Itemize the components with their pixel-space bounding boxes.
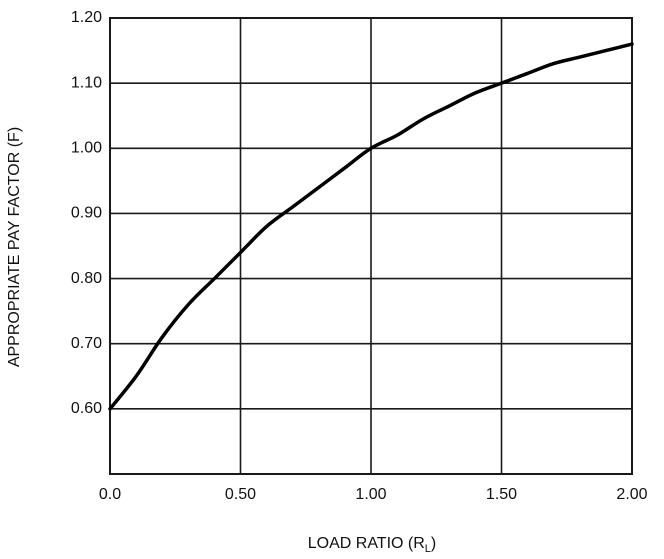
x-tick-label: 1.00 <box>355 486 386 503</box>
grid-lines <box>109 17 633 475</box>
x-axis-label-subscript: L <box>425 543 431 555</box>
y-tick-labels: 0.60 0.70 0.80 0.90 1.00 1.10 1.20 <box>71 9 102 417</box>
x-axis-label: LOAD RATIO (RL) <box>308 535 437 555</box>
x-tick-label: 0.0 <box>99 486 121 503</box>
series-line <box>108 42 634 411</box>
y-tick-label: 0.90 <box>71 205 102 222</box>
x-tick-labels: 0.0 0.50 1.00 1.50 2.00 <box>99 486 648 503</box>
x-tick-label: 0.50 <box>225 486 256 503</box>
y-tick-label: 1.10 <box>71 74 102 91</box>
y-tick-label: 0.70 <box>71 335 102 352</box>
y-tick-label: 1.20 <box>71 9 102 26</box>
y-tick-label: 0.60 <box>71 400 102 417</box>
y-tick-label: 1.00 <box>71 140 102 157</box>
x-axis-label-end: ) <box>431 535 436 552</box>
y-axis-label: APPROPRIATE PAY FACTOR (F) <box>6 127 23 367</box>
x-tick-label: 2.00 <box>616 486 647 503</box>
x-tick-label: 1.50 <box>486 486 517 503</box>
y-tick-label: 0.80 <box>71 270 102 287</box>
x-axis-label-main: LOAD RATIO (R <box>308 535 425 552</box>
series-layer <box>108 42 634 411</box>
